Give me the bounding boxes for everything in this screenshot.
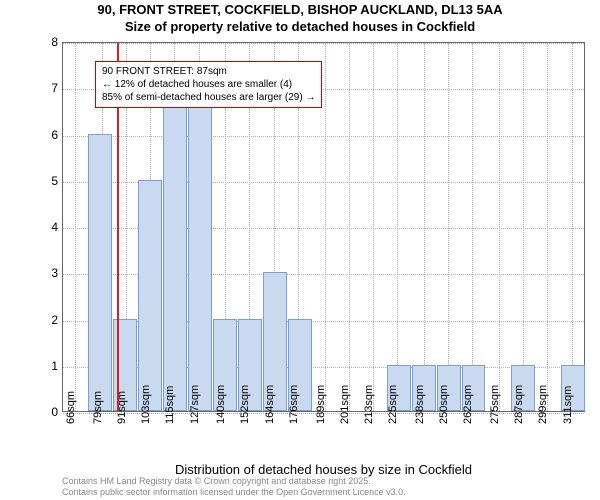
y-tick-label: 2 [28,313,58,327]
chart-container: 90, FRONT STREET, COCKFIELD, BISHOP AUCK… [0,0,600,500]
plot-area: 90 FRONT STREET: 87sqm ← 12% of detached… [62,42,585,412]
y-tick-label: 5 [28,174,58,188]
attribution-text: Contains HM Land Registry data © Crown c… [62,476,406,498]
attribution-line-1: Contains HM Land Registry data © Crown c… [62,476,406,487]
gridline-v [572,43,573,411]
gridline-v [499,43,500,411]
gridline-v [547,43,548,411]
x-axis-label: Distribution of detached houses by size … [62,462,585,477]
histogram-bar [88,134,112,412]
gridline-v [75,43,76,411]
gridline-v [373,43,374,411]
y-tick-label: 7 [28,81,58,95]
y-tick-label: 3 [28,266,58,280]
attribution-line-2: Contains public sector information licen… [62,487,406,498]
title-line-1: 90, FRONT STREET, COCKFIELD, BISHOP AUCK… [0,2,600,19]
annotation-box: 90 FRONT STREET: 87sqm ← 12% of detached… [95,61,322,108]
chart-title: 90, FRONT STREET, COCKFIELD, BISHOP AUCK… [0,2,600,36]
gridline-v [472,43,473,411]
histogram-bar [163,87,187,411]
gridline-h [63,43,584,44]
annotation-title: 90 FRONT STREET: 87sqm [102,65,315,78]
gridline-v [448,43,449,411]
gridline-v [325,43,326,411]
y-tick-label: 8 [28,35,58,49]
gridline-v [397,43,398,411]
histogram-bar [188,87,212,411]
annotation-line-1: ← 12% of detached houses are smaller (4) [102,78,315,91]
gridline-v [424,43,425,411]
gridline-h [63,136,584,137]
histogram-bar [138,180,162,411]
y-tick-label: 1 [28,359,58,373]
gridline-v [523,43,524,411]
y-tick-label: 0 [28,405,58,419]
gridline-v [349,43,350,411]
y-tick-label: 4 [28,220,58,234]
title-line-2: Size of property relative to detached ho… [0,19,600,36]
annotation-line-2: 85% of semi-detached houses are larger (… [102,91,315,104]
y-tick-label: 6 [28,128,58,142]
